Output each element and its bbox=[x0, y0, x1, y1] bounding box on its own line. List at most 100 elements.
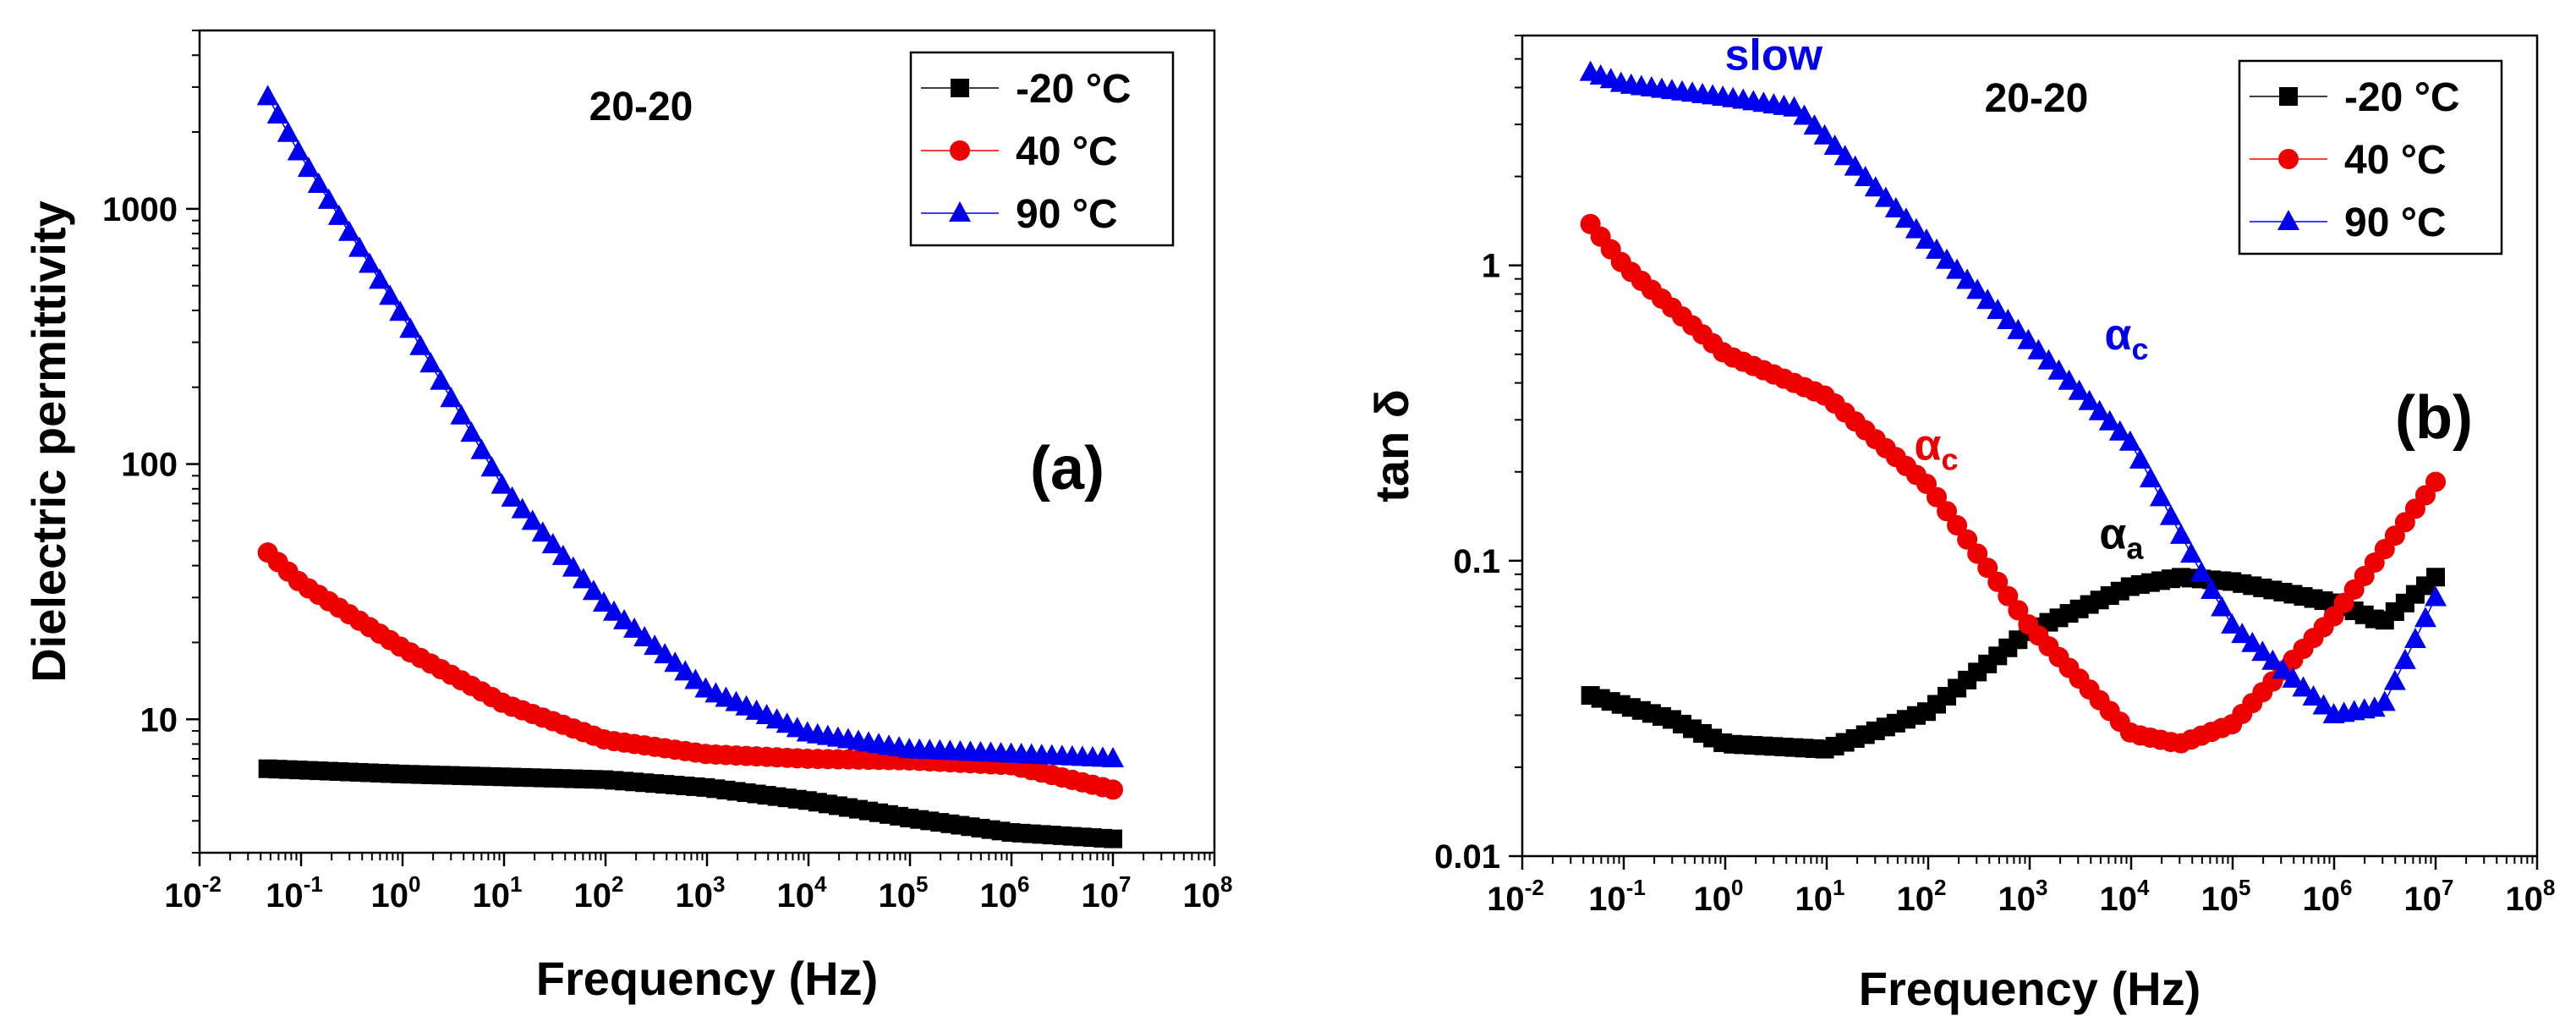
data-point bbox=[2201, 578, 2223, 599]
panel-label: (a) bbox=[1030, 435, 1104, 503]
data-point bbox=[2037, 349, 2060, 370]
legend-label: -20 °C bbox=[2344, 75, 2460, 120]
x-tick-label: 108 bbox=[1183, 871, 1233, 914]
data-point bbox=[359, 252, 381, 273]
y-tick-label: 0.01 bbox=[1434, 838, 1500, 876]
data-point bbox=[1998, 585, 2019, 607]
data-point bbox=[1927, 486, 1948, 508]
data-point bbox=[2282, 667, 2305, 688]
data-point bbox=[2068, 379, 2091, 400]
x-tick-label: 107 bbox=[1082, 871, 1132, 914]
data-point bbox=[603, 600, 626, 621]
data-point bbox=[491, 473, 513, 494]
data-point bbox=[1854, 165, 1877, 186]
y-tick-label: 1 bbox=[1482, 248, 1500, 285]
data-point bbox=[277, 121, 299, 142]
data-point bbox=[1905, 217, 1927, 239]
data-point bbox=[460, 421, 483, 442]
data-point bbox=[2088, 399, 2111, 420]
data-point bbox=[2108, 420, 2131, 441]
data-point bbox=[389, 300, 412, 321]
legend-item: 40 °C bbox=[921, 129, 1118, 174]
x-tick-label: 10-2 bbox=[1487, 875, 1544, 918]
data-point bbox=[1947, 515, 1968, 536]
data-point bbox=[348, 236, 371, 257]
x-tick-label: 107 bbox=[2404, 875, 2454, 918]
data-point bbox=[572, 568, 595, 589]
x-tick-label: 104 bbox=[777, 871, 828, 914]
series-3 bbox=[256, 85, 1124, 767]
legend-item: 90 °C bbox=[921, 192, 1118, 237]
data-point bbox=[644, 634, 666, 656]
data-point bbox=[2159, 504, 2182, 525]
data-point bbox=[1987, 571, 2009, 592]
data-point bbox=[1793, 104, 1816, 125]
x-tick-label: 10-1 bbox=[1588, 875, 1646, 918]
data-point bbox=[1813, 124, 1836, 145]
legend-marker bbox=[2279, 87, 2298, 106]
data-point bbox=[2058, 369, 2080, 390]
annotation: αc bbox=[1915, 420, 1959, 476]
legend-marker bbox=[951, 79, 969, 97]
data-point bbox=[1102, 746, 1124, 767]
data-point bbox=[2425, 585, 2447, 607]
x-tick-label: 103 bbox=[676, 871, 726, 914]
legend-marker bbox=[950, 140, 970, 161]
data-point bbox=[1946, 258, 1969, 279]
legend: -20 °C 40 °C 90 °C bbox=[909, 51, 1175, 247]
data-point bbox=[2231, 623, 2254, 644]
data-point bbox=[551, 544, 574, 565]
data-point bbox=[2139, 467, 2162, 488]
legend-label: 90 °C bbox=[1016, 192, 1118, 237]
legend-marker bbox=[2277, 210, 2299, 230]
x-tick-label: 101 bbox=[1795, 875, 1845, 918]
data-point bbox=[430, 369, 452, 390]
x-tick-label: 106 bbox=[980, 871, 1030, 914]
data-point bbox=[2008, 600, 2029, 621]
data-point bbox=[511, 497, 534, 519]
x-tick-label: 10-2 bbox=[164, 871, 222, 914]
series-3 bbox=[1579, 60, 2447, 724]
y-tick-label: 0.1 bbox=[1453, 543, 1500, 580]
data-point bbox=[1997, 309, 2020, 330]
x-tick-label: 108 bbox=[2506, 875, 2556, 918]
data-point bbox=[633, 626, 656, 647]
x-tick-label: 100 bbox=[371, 871, 421, 914]
data-point bbox=[297, 157, 320, 178]
panel-a-chart: 10-2 10-1 100 101 102 103 104 105 106 107 108 10 100… bbox=[22, 29, 1233, 1005]
annotation: αa bbox=[2099, 509, 2144, 565]
data-point bbox=[2078, 389, 2101, 410]
series-1 bbox=[258, 759, 1122, 849]
data-point bbox=[2383, 669, 2406, 690]
panel-b-chart: 10-2 10-1 100 101 102 103 104 105 106 107 108 0.01 0… bbox=[1365, 30, 2556, 1015]
data-point bbox=[2373, 690, 2396, 711]
data-point bbox=[1894, 207, 1917, 228]
y-tick-label: 100 bbox=[121, 447, 178, 484]
legend-marker bbox=[949, 201, 971, 222]
legend: -20 °C 40 °C 90 °C bbox=[2238, 59, 2503, 255]
legend-item: 90 °C bbox=[2250, 200, 2447, 245]
x-tick-label: 10-1 bbox=[266, 871, 323, 914]
data-point bbox=[2180, 542, 2203, 563]
y-tick-label: 1000 bbox=[102, 191, 178, 228]
data-point bbox=[2272, 658, 2294, 679]
data-point bbox=[317, 188, 340, 209]
data-point bbox=[2426, 568, 2445, 587]
data-point bbox=[2190, 561, 2213, 582]
series-line bbox=[1590, 223, 2436, 744]
data-point bbox=[1987, 299, 2009, 320]
chart-title: 20-20 bbox=[589, 85, 693, 129]
x-tick-label: 102 bbox=[1897, 875, 1947, 918]
x-tick-label: 100 bbox=[1694, 875, 1744, 918]
data-point bbox=[531, 521, 554, 542]
data-point bbox=[2211, 596, 2233, 617]
data-point bbox=[1783, 96, 1806, 117]
data-point bbox=[2221, 612, 2244, 634]
data-point bbox=[409, 334, 432, 355]
data-point bbox=[2017, 328, 2040, 349]
data-point bbox=[327, 204, 350, 225]
data-point bbox=[450, 404, 473, 425]
data-point bbox=[582, 579, 605, 601]
legend-label: -20 °C bbox=[1016, 67, 1132, 112]
data-point bbox=[1833, 145, 1856, 166]
